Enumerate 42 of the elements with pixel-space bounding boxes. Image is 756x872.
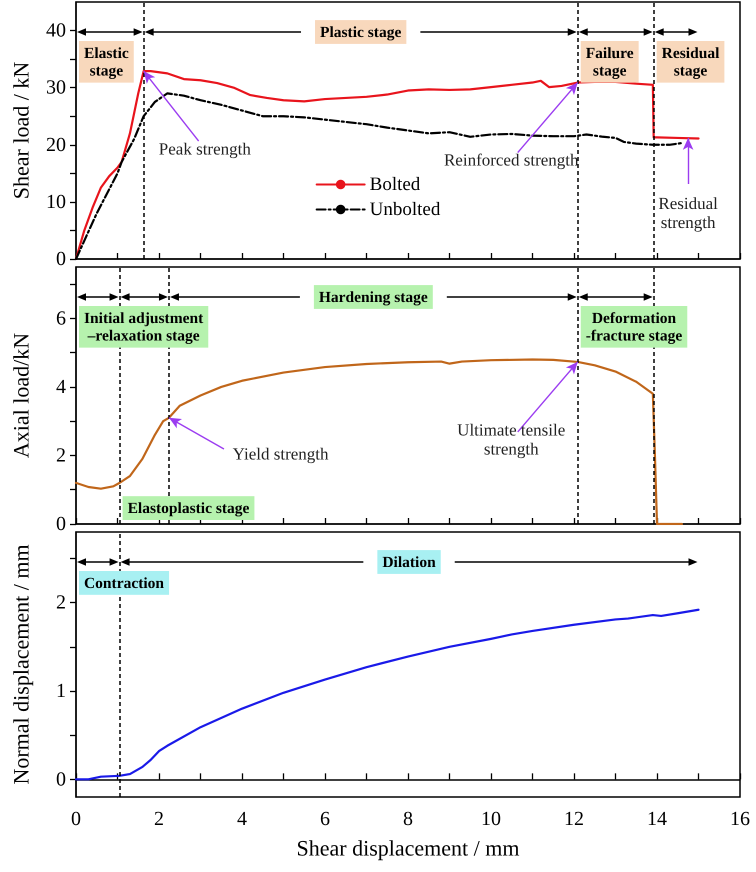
y-tick-label: 2 (56, 444, 66, 466)
x-tick-label: 2 (154, 808, 164, 830)
legend-label: Bolted (370, 174, 421, 195)
x-tick-label: 16 (730, 808, 750, 830)
annotation: Elastoplastic stage (128, 500, 250, 517)
y-tick-label: 20 (46, 134, 66, 156)
x-axis-title: Shear displacement / mm (296, 836, 520, 860)
annotation: Peak strength (158, 139, 252, 158)
y-tick-label: 40 (46, 20, 66, 42)
annotation: Failure stage (586, 44, 634, 80)
annotation: Dilation (382, 554, 436, 570)
x-tick-label: 12 (564, 808, 584, 830)
annotation: Contraction (84, 574, 164, 592)
y-tick-label: 0 (56, 513, 66, 535)
x-tick-label: 14 (647, 808, 667, 830)
x-tick-label: 0 (71, 808, 81, 830)
annotation: Residual strength (658, 194, 718, 232)
y-tick-label: 4 (56, 376, 66, 398)
x-tick-label: 10 (481, 808, 501, 830)
y-tick-label: 6 (56, 307, 66, 330)
x-tick-label: 4 (237, 808, 247, 830)
annotation: Reinforced strength (444, 150, 579, 170)
annotation: Deformation -fracture stage (586, 309, 682, 344)
annotation: Plastic stage (320, 24, 402, 40)
y-tick-label: 0 (56, 248, 66, 270)
annotation: Residual stage (662, 44, 720, 80)
y-tick-label: 0 (56, 768, 66, 790)
x-tick-label: 6 (320, 808, 330, 830)
annotation: Yield strength (232, 444, 330, 464)
x-tick-label: 8 (403, 808, 413, 830)
y-tick-label: 10 (46, 190, 66, 213)
annotation: Ultimate tensile strength (457, 420, 566, 459)
y-tick-label: 2 (56, 592, 66, 614)
legend-label: Unbolted (370, 199, 441, 220)
annotation: Hardening stage (318, 288, 428, 306)
annotation: Initial adjustment –relaxation stage (84, 309, 204, 344)
y-axis-title: Axial load/kN (8, 332, 34, 458)
annotation: Elastic stage (84, 44, 129, 80)
y-axis-title: Normal displacement / mm (8, 544, 34, 785)
y-tick-label: 30 (46, 76, 66, 99)
y-tick-label: 1 (56, 680, 66, 702)
y-axis-title: Shear load / kN (8, 62, 34, 200)
